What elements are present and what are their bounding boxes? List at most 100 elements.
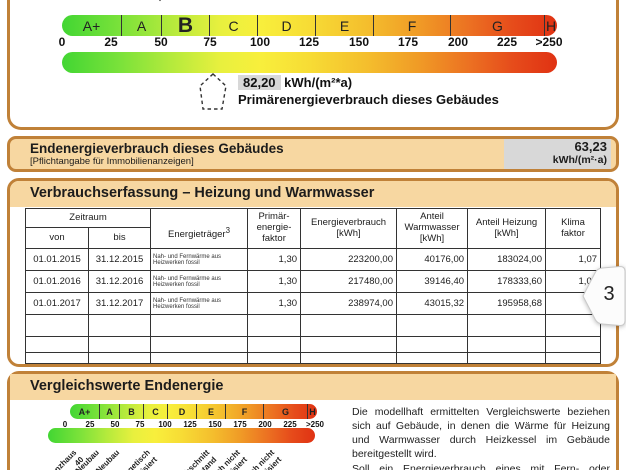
vergleich-title: Vergleichswerte Endenergie xyxy=(30,378,224,394)
energy-class-a-plus: A+ xyxy=(82,17,101,34)
vg-class-c: C xyxy=(143,404,167,419)
vg-tick-125: 125 xyxy=(183,420,197,429)
endenergie-subtitle: [Pflichtangabe für Immobilienanzeigen] xyxy=(30,156,194,167)
vg-class-e: E xyxy=(196,404,225,419)
vg-tick-200: 200 xyxy=(258,420,272,429)
cell-heizung: 183024,00 xyxy=(467,248,547,271)
vg-class-d: D xyxy=(167,404,196,419)
energietraeger-footnote: 3 xyxy=(225,226,230,236)
cell-bis: 31.12.2017 xyxy=(87,292,152,315)
cell-energietraeger: Nah- und Fernwärme aus Heizwerken fossil xyxy=(150,270,249,293)
col-header-warmwasser: Anteil Warmwasser [kWh] xyxy=(396,208,469,249)
tick-200: 200 xyxy=(447,35,469,49)
vg-tick-100: 100 xyxy=(158,420,172,429)
cell-bis: 31.12.2015 xyxy=(87,248,152,271)
tick-175: 175 xyxy=(397,35,419,49)
end-energy-marker-arrow-icon xyxy=(158,0,162,2)
cell-verbrauch: 223200,00 xyxy=(300,248,398,271)
cell-pef: 1,30 xyxy=(247,292,302,315)
vg-class-a-plus: A+ xyxy=(78,406,91,417)
primary-energy-value-line: 82,20 kWh/(m²*a) xyxy=(238,75,352,90)
vg-class-g: G xyxy=(263,404,307,419)
primary-energy-bar xyxy=(62,52,557,73)
tick-25: 25 xyxy=(104,35,118,49)
verbrauch-section: Verbrauchserfassung – Heizung und Warmwa… xyxy=(7,178,619,367)
col-header-klima: Klima faktor xyxy=(545,208,602,249)
cell-von: 01.01.2016 xyxy=(25,270,89,293)
page-tab-shape xyxy=(582,266,626,326)
energy-class-g: G xyxy=(450,15,544,36)
endenergie-unit: kWh/(m²·a) xyxy=(552,154,607,166)
cell-pef: 1,30 xyxy=(247,270,302,293)
cell-von: 01.01.2015 xyxy=(25,248,89,271)
page-tab: 3 xyxy=(581,266,626,326)
vg-tick-0: 0 xyxy=(62,420,68,429)
tick-150: 150 xyxy=(348,35,370,49)
vg-tick-175: 175 xyxy=(233,420,247,429)
tick-50: 50 xyxy=(154,35,168,49)
vg-class-b: B xyxy=(119,404,143,419)
vg-class-h: H xyxy=(307,404,317,419)
vg-tick-250: >250 xyxy=(305,420,325,429)
table-row-empty xyxy=(25,314,602,337)
vg-tick-150: 150 xyxy=(208,420,222,429)
table-row-empty xyxy=(25,336,602,353)
tick-100: 100 xyxy=(249,35,271,49)
energy-class-bar: A+ A B C D E F G H xyxy=(62,14,557,37)
energy-class-e: E xyxy=(315,15,373,36)
tick-250: >250 xyxy=(535,35,563,49)
endenergie-title: Endenergieverbrauch dieses Gebäudes xyxy=(30,141,284,156)
tick-225: 225 xyxy=(496,35,518,49)
energietraeger-label: Energieträger xyxy=(168,229,226,241)
vergleich-class-bar: A+ A B C D E F G H xyxy=(70,404,317,419)
verbrauch-header-band: Verbrauchserfassung – Heizung und Warmwa… xyxy=(10,181,616,207)
vergleich-explanation: Die modellhaft ermittelten Vergleichswer… xyxy=(352,406,610,470)
cell-warmwasser: 43015,32 xyxy=(396,292,469,315)
cell-heizung: 195958,68 xyxy=(467,292,547,315)
cell-warmwasser: 39146,40 xyxy=(396,270,469,293)
col-header-von: von xyxy=(25,227,89,249)
vg-class-f: F xyxy=(225,404,263,419)
cell-von: 01.01.2017 xyxy=(25,292,89,315)
endenergie-value-box: 63,23 kWh/(m²·a) xyxy=(504,139,611,169)
scale-tick-row: 0 25 50 75 100 125 150 175 200 225 >250 xyxy=(10,35,616,49)
vergleich-tick-row: 0 25 50 75 100 125 150 175 200 225 >250 xyxy=(10,420,616,429)
vg-label-durchschnitt: Durchschnitt Gebäudebestand xyxy=(166,448,218,470)
primary-energy-unit: kWh/(m²*a) xyxy=(284,75,353,90)
energy-class-h: H xyxy=(544,15,557,36)
cell-bis: 31.12.2016 xyxy=(87,270,152,293)
tick-75: 75 xyxy=(203,35,217,49)
cell-verbrauch: 217480,00 xyxy=(300,270,398,293)
table-row-empty xyxy=(25,352,602,364)
col-header-zeitraum: Zeitraum xyxy=(24,208,152,228)
col-header-energietraeger: Energieträger3 xyxy=(150,208,249,249)
energy-scale-section: 63,23 kWh/(m²·a) A+ A B C D E F G H 0 25… xyxy=(7,0,619,130)
vergleich-section: Vergleichswerte Endenergie A+ A B C D E … xyxy=(7,371,619,470)
tick-125: 125 xyxy=(298,35,320,49)
endenergie-band: Endenergieverbrauch dieses Gebäudes [Pfl… xyxy=(7,136,619,172)
vergleich-paragraph-1: Die modellhaft ermittelten Vergleichswer… xyxy=(352,406,610,460)
cell-verbrauch: 238974,00 xyxy=(300,292,398,315)
page-number: 3 xyxy=(603,283,615,305)
primary-energy-house-icon xyxy=(199,73,227,110)
vg-tick-75: 75 xyxy=(135,420,145,429)
vergleich-gradient-bar xyxy=(48,428,315,443)
col-header-bis: bis xyxy=(87,227,152,249)
vg-tick-25: 25 xyxy=(85,420,95,429)
cell-pef: 1,30 xyxy=(247,248,302,271)
table-row: 01.01.2016 31.12.2016 Nah- und Fernwärme… xyxy=(25,270,602,293)
primary-energy-value: 82,20 xyxy=(238,75,281,90)
verbrauch-table: Zeitraum Energieträger3 Primär- energie-… xyxy=(24,208,602,364)
energy-class-d: D xyxy=(257,15,315,36)
cell-energietraeger: Nah- und Fernwärme aus Heizwerken fossil xyxy=(150,248,249,271)
cell-warmwasser: 40176,00 xyxy=(396,248,469,271)
verbrauch-title: Verbrauchserfassung – Heizung und Warmwa… xyxy=(30,185,375,201)
cell-energietraeger: Nah- und Fernwärme aus Heizwerken fossil xyxy=(150,292,249,315)
vergleich-header-band: Vergleichswerte Endenergie xyxy=(10,374,616,400)
vg-tick-225: 225 xyxy=(283,420,297,429)
energy-class-c: C xyxy=(209,15,257,36)
table-row: 01.01.2015 31.12.2015 Nah- und Fernwärme… xyxy=(25,248,602,271)
energy-class-f: F xyxy=(373,15,450,36)
cell-heizung: 178333,60 xyxy=(467,270,547,293)
